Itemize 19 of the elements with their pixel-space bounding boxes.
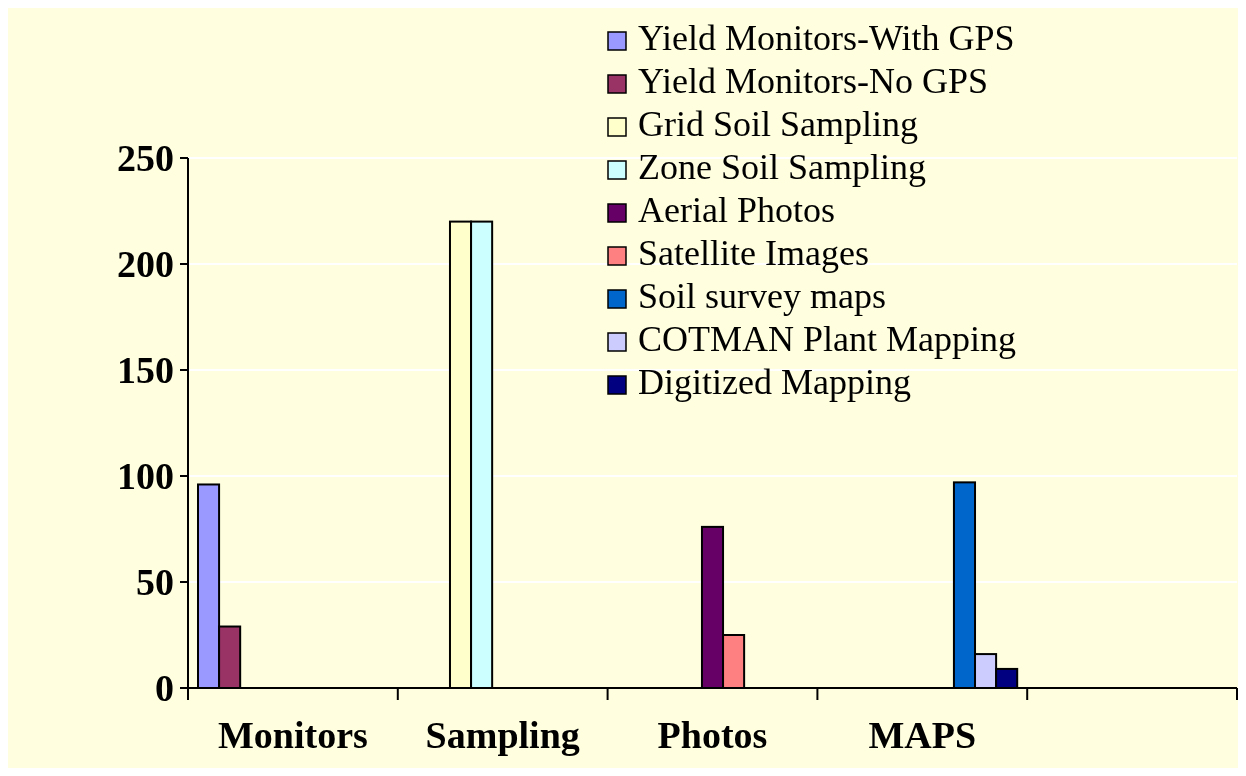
legend-label: Grid Soil Sampling <box>638 104 919 144</box>
legend-label: Satellite Images <box>638 233 869 273</box>
x-tick-label: Photos <box>657 714 768 756</box>
y-tick-label: 250 <box>117 137 174 180</box>
legend-label: Yield Monitors-With GPS <box>638 18 1015 58</box>
legend-label: Yield Monitors-No GPS <box>638 61 989 101</box>
y-tick-label: 200 <box>117 243 174 286</box>
x-tick-label: MAPS <box>868 714 977 756</box>
y-tick-label: 100 <box>117 455 174 498</box>
legend-label: Digitized Mapping <box>638 362 911 402</box>
legend-label: Aerial Photos <box>638 190 835 230</box>
legend-label: COTMAN Plant Mapping <box>638 319 1016 359</box>
y-tick-label: 150 <box>117 349 174 392</box>
x-tick-label: Sampling <box>425 714 580 756</box>
legend-label: Zone Soil Sampling <box>638 147 926 187</box>
x-tick-label: Monitors <box>217 714 368 756</box>
y-tick-label: 50 <box>136 561 174 604</box>
legend-label: Soil survey maps <box>638 276 886 316</box>
y-tick-label: 0 <box>155 667 174 710</box>
